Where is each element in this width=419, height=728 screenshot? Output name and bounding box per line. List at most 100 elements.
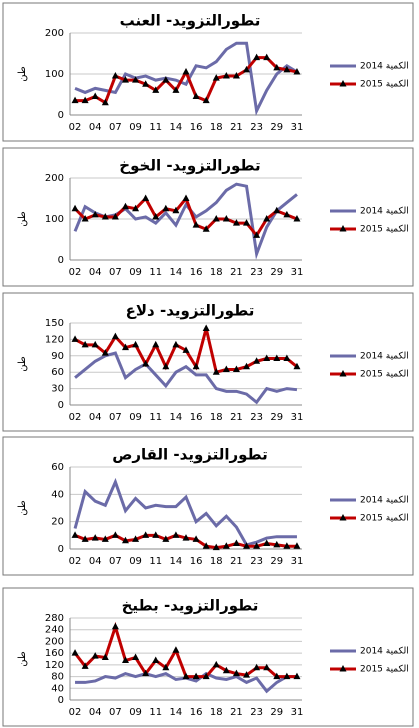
point-marker bbox=[162, 663, 170, 671]
point-marker bbox=[121, 76, 129, 83]
y-tick-label: 40 bbox=[51, 683, 64, 694]
point-marker bbox=[243, 219, 251, 226]
x-tick-label: 16 bbox=[190, 556, 203, 567]
x-tick-label: 21 bbox=[230, 707, 243, 718]
point-marker bbox=[212, 543, 220, 551]
y-axis-label: طن bbox=[17, 651, 28, 667]
x-tick-label: 21 bbox=[230, 412, 243, 423]
point-marker bbox=[172, 531, 180, 538]
x-tick-label: 04 bbox=[89, 707, 102, 718]
point-marker bbox=[243, 65, 251, 73]
x-tick-label: 11 bbox=[149, 556, 162, 567]
x-tick-label: 02 bbox=[69, 412, 82, 423]
y-tick-label: 100 bbox=[45, 69, 64, 80]
point-marker bbox=[182, 534, 190, 541]
point-marker bbox=[283, 354, 291, 362]
x-tick-label: 29 bbox=[270, 412, 283, 423]
x-tick-label: 18 bbox=[210, 556, 223, 567]
point-marker bbox=[283, 65, 291, 73]
point-marker bbox=[91, 534, 99, 541]
panel bbox=[2, 2, 414, 142]
legend-label: 2015 الكمية bbox=[360, 225, 409, 235]
point-marker bbox=[192, 221, 200, 228]
point-marker bbox=[172, 340, 180, 348]
point-marker bbox=[263, 663, 271, 671]
legend-label: 2014 الكمية bbox=[360, 62, 409, 72]
legend-marker bbox=[339, 225, 347, 232]
y-tick-label: 80 bbox=[51, 672, 64, 683]
point-marker bbox=[71, 335, 79, 342]
panel bbox=[2, 587, 414, 727]
y-axis-label: طن bbox=[17, 500, 28, 516]
series-line bbox=[74, 351, 298, 405]
point-marker bbox=[212, 660, 220, 668]
legend-marker bbox=[339, 80, 347, 87]
x-tick-label: 16 bbox=[190, 412, 203, 423]
y-tick-label: 280 bbox=[45, 613, 64, 624]
x-tick-label: 14 bbox=[170, 556, 183, 567]
x-tick-label: 11 bbox=[149, 122, 162, 133]
y-axis-label: طن bbox=[17, 66, 28, 82]
x-tick-label: 14 bbox=[170, 122, 183, 133]
point-marker bbox=[132, 653, 140, 661]
x-tick-label: 16 bbox=[190, 267, 203, 278]
point-marker bbox=[71, 204, 79, 212]
point-marker bbox=[273, 206, 281, 214]
x-tick-label: 31 bbox=[291, 267, 304, 278]
chart: تطورالتزويد- الخوخ طن 0 100 200 02 04 07 09 11 14 1… bbox=[17, 157, 409, 279]
legend-label: 2014 الكمية bbox=[360, 647, 409, 657]
y-tick-label: 0 bbox=[58, 544, 64, 555]
x-tick-label: 31 bbox=[291, 122, 304, 133]
point-marker bbox=[101, 212, 109, 220]
legend-label: 2015 الكمية bbox=[360, 514, 409, 524]
point-marker bbox=[81, 215, 89, 222]
y-tick-label: 30 bbox=[51, 384, 64, 395]
point-marker bbox=[182, 194, 190, 201]
legend-label: 2015 الكمية bbox=[360, 665, 409, 675]
point-marker bbox=[182, 67, 190, 75]
point-marker bbox=[111, 531, 119, 538]
point-marker bbox=[121, 343, 129, 351]
point-marker bbox=[81, 662, 89, 669]
point-marker bbox=[152, 656, 160, 663]
x-tick-label: 04 bbox=[89, 122, 102, 133]
point-marker bbox=[222, 542, 230, 549]
point-marker bbox=[243, 671, 251, 678]
x-tick-label: 21 bbox=[230, 122, 243, 133]
y-tick-label: 60 bbox=[51, 462, 64, 473]
chart: تطورالتزويد- القارص طن 0 20 40 60 02 04 07 09 11 14… bbox=[17, 446, 409, 568]
panel bbox=[2, 292, 414, 432]
point-marker bbox=[132, 76, 140, 83]
x-tick-label: 04 bbox=[89, 412, 102, 423]
point-marker bbox=[232, 72, 240, 79]
point-marker bbox=[81, 340, 89, 348]
point-marker bbox=[121, 202, 129, 210]
point-marker bbox=[263, 354, 271, 362]
point-marker bbox=[111, 622, 119, 630]
series-line bbox=[73, 477, 297, 547]
x-tick-label: 14 bbox=[170, 412, 183, 423]
point-marker bbox=[283, 542, 291, 549]
x-tick-label: 11 bbox=[149, 267, 162, 278]
point-marker bbox=[273, 540, 281, 548]
x-tick-label: 14 bbox=[170, 267, 183, 278]
point-marker bbox=[152, 86, 160, 93]
point-marker bbox=[263, 539, 271, 547]
chart-title: تطورالتزويد- الخوخ bbox=[119, 157, 260, 175]
y-tick-label: 0 bbox=[58, 110, 64, 121]
point-marker bbox=[101, 653, 109, 661]
chart-title: تطورالتزويد- دلاع bbox=[126, 302, 255, 320]
panel bbox=[2, 436, 414, 576]
point-marker bbox=[293, 67, 301, 75]
x-tick-label: 02 bbox=[69, 122, 82, 133]
point-marker bbox=[162, 76, 170, 83]
point-marker bbox=[192, 92, 200, 100]
x-tick-label: 21 bbox=[230, 556, 243, 567]
x-tick-label: 07 bbox=[109, 122, 122, 133]
x-tick-label: 18 bbox=[210, 412, 223, 423]
x-tick-label: 07 bbox=[109, 556, 122, 567]
point-marker bbox=[91, 340, 99, 348]
point-marker bbox=[111, 72, 119, 79]
point-marker bbox=[142, 531, 150, 538]
x-tick-label: 11 bbox=[149, 707, 162, 718]
